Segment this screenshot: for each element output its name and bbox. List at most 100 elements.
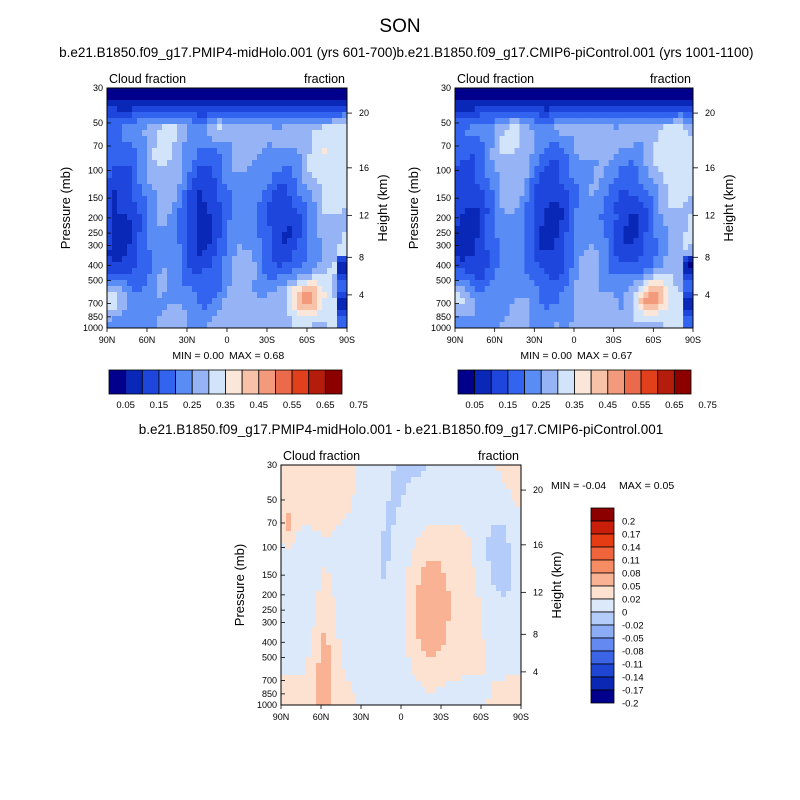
cell <box>683 154 689 161</box>
cell <box>539 196 545 203</box>
cell <box>172 202 178 209</box>
cell <box>137 316 143 323</box>
cell <box>504 142 511 149</box>
cell <box>391 639 397 646</box>
cell <box>549 280 555 287</box>
cell <box>312 154 318 161</box>
cell <box>307 220 313 227</box>
cell <box>623 286 630 293</box>
cell <box>272 226 278 233</box>
cell <box>549 232 555 239</box>
cell <box>291 693 297 700</box>
colorbar-swatch <box>191 369 210 395</box>
cell <box>327 256 333 263</box>
cell <box>122 256 128 263</box>
cell <box>341 531 347 538</box>
cell <box>112 196 118 203</box>
cell <box>152 274 158 281</box>
cell <box>157 256 163 263</box>
cell <box>272 130 278 137</box>
cell <box>574 184 580 191</box>
cell <box>242 112 248 119</box>
cell <box>396 627 402 634</box>
cell <box>262 106 268 113</box>
cell <box>336 567 342 574</box>
cell <box>549 118 555 125</box>
cell <box>663 94 669 101</box>
cell <box>127 154 133 161</box>
cell <box>312 214 318 221</box>
cell <box>177 232 183 239</box>
cell <box>242 196 248 203</box>
cell <box>554 184 560 191</box>
cell <box>107 160 113 167</box>
cell <box>559 178 565 185</box>
cell <box>326 621 332 628</box>
cell <box>668 220 674 227</box>
cell <box>252 226 258 233</box>
cell <box>688 124 693 131</box>
cell <box>386 519 392 526</box>
cell <box>342 124 347 131</box>
cell <box>663 148 669 155</box>
cell <box>356 633 362 640</box>
cell <box>296 543 302 550</box>
cell <box>688 112 693 119</box>
cell <box>361 675 367 682</box>
cell <box>317 208 323 215</box>
cell <box>192 262 198 269</box>
cell <box>317 112 323 119</box>
cell <box>479 160 486 167</box>
cell <box>182 298 188 305</box>
cell <box>578 172 585 179</box>
cell <box>192 88 198 95</box>
cell <box>643 94 649 101</box>
cell <box>132 286 138 293</box>
cell <box>182 142 188 149</box>
cell <box>569 268 575 275</box>
cell <box>306 531 312 538</box>
cell <box>469 124 476 131</box>
cell <box>311 549 317 556</box>
cell <box>217 166 223 173</box>
cell <box>544 106 550 113</box>
cell <box>534 274 540 281</box>
cell <box>504 202 511 209</box>
cell <box>142 160 148 167</box>
cell <box>489 154 496 161</box>
cell <box>107 250 113 257</box>
cell <box>381 651 387 658</box>
cell <box>167 280 173 287</box>
cell <box>112 214 118 221</box>
cell <box>242 244 248 251</box>
cell <box>479 154 486 161</box>
cell <box>504 148 511 155</box>
cell <box>217 106 223 113</box>
cell <box>306 495 312 502</box>
cell <box>331 627 337 634</box>
cell <box>142 190 148 197</box>
cell <box>356 525 362 532</box>
cell <box>197 136 203 143</box>
cell <box>668 124 674 131</box>
cell <box>574 268 580 275</box>
cell <box>559 148 565 155</box>
cell <box>673 196 679 203</box>
cell <box>341 549 347 556</box>
cell <box>112 226 118 233</box>
cell <box>302 166 308 173</box>
cell <box>212 232 218 239</box>
cell <box>484 148 491 155</box>
cell <box>648 304 654 311</box>
cell <box>307 214 313 221</box>
cell <box>688 88 693 95</box>
cell <box>628 124 635 131</box>
cell <box>291 561 297 568</box>
cell <box>509 268 516 275</box>
cell <box>257 154 263 161</box>
cell <box>222 226 228 233</box>
cell <box>157 280 163 287</box>
cell <box>524 232 530 239</box>
cell <box>623 160 630 167</box>
cell <box>494 280 501 287</box>
